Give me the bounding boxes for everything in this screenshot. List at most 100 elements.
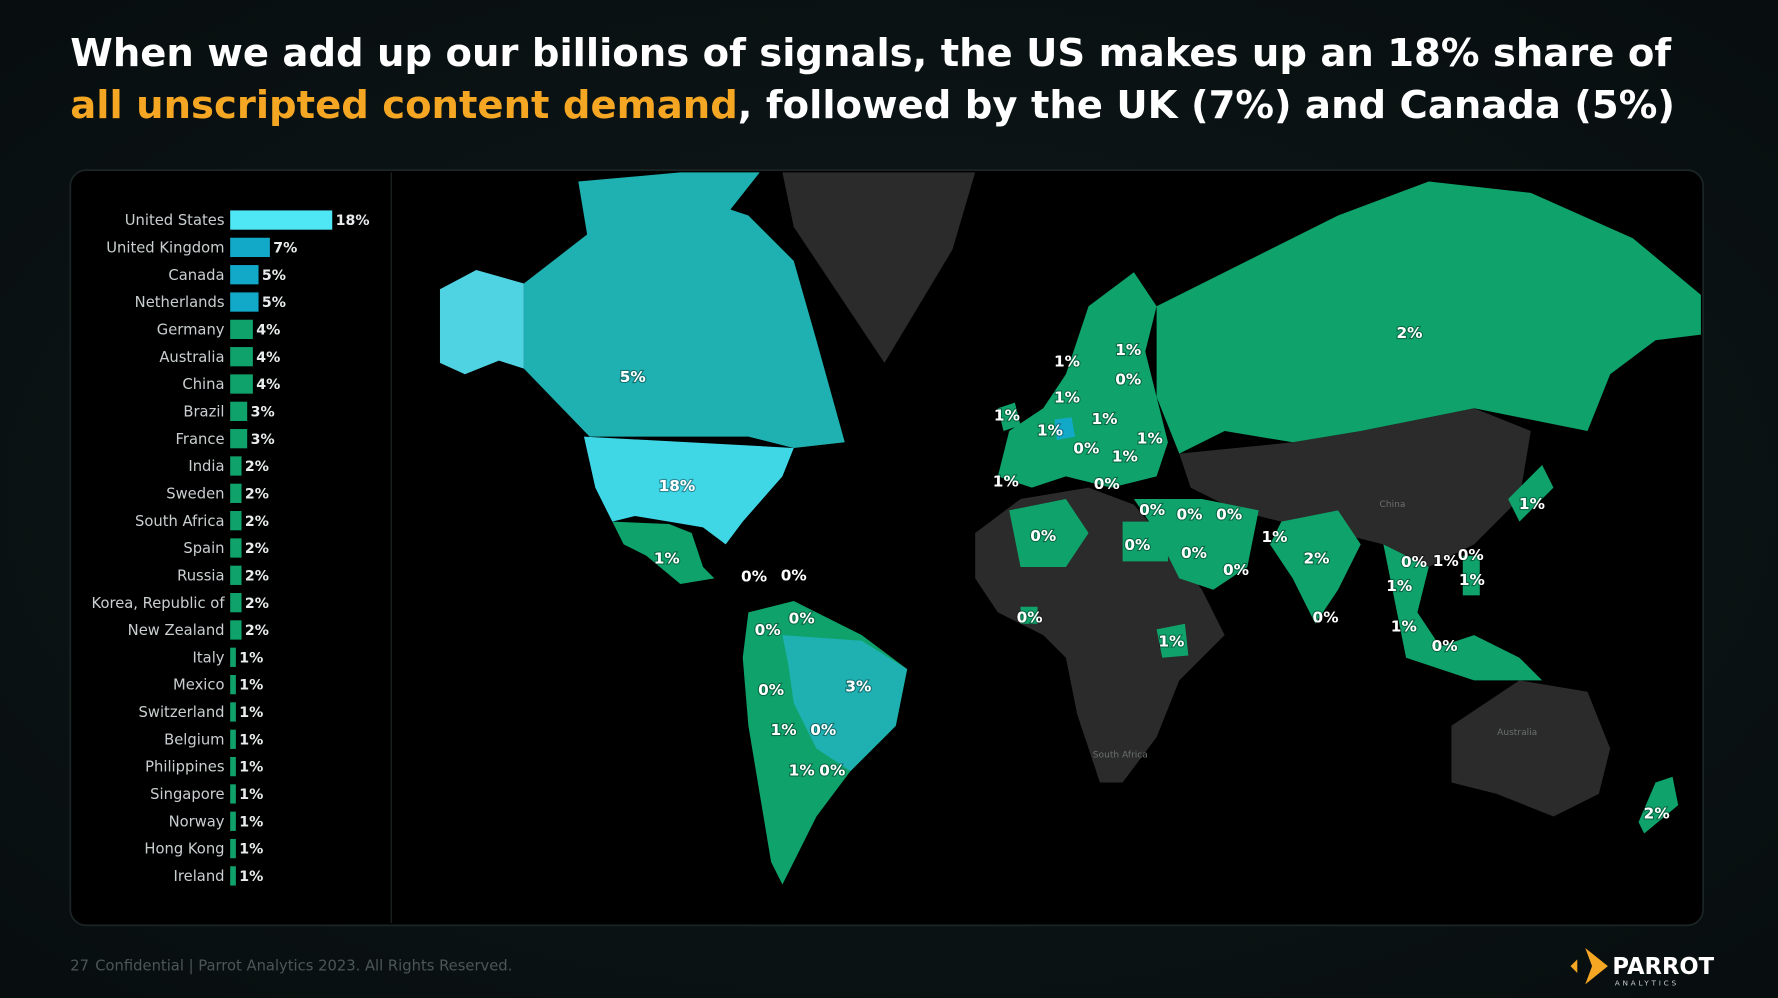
middle-east xyxy=(1133,499,1259,590)
map-label: 5% xyxy=(620,368,646,386)
map-label: 1% xyxy=(1037,421,1063,439)
map-label: 1% xyxy=(789,762,815,780)
map-label: 2% xyxy=(1644,805,1670,823)
map-label: 3% xyxy=(845,678,871,696)
map-label: 1% xyxy=(993,472,1019,490)
bar xyxy=(230,237,270,258)
map-label: 0% xyxy=(758,681,784,699)
map-label: 1% xyxy=(1386,577,1412,595)
bar xyxy=(230,483,242,503)
value-label: 2% xyxy=(245,486,269,502)
map-label: 1% xyxy=(1519,495,1545,513)
value-label: 2% xyxy=(245,541,269,557)
bar xyxy=(230,265,259,285)
value-label: 7% xyxy=(273,241,297,257)
bar xyxy=(230,729,236,749)
nigeria xyxy=(1020,606,1038,624)
bar xyxy=(230,347,253,367)
bar xyxy=(230,674,236,695)
map-label: 1% xyxy=(1054,389,1080,407)
map-label: 1% xyxy=(1115,341,1141,359)
bar xyxy=(230,565,242,585)
europe xyxy=(997,272,1168,488)
category-label: Korea, Republic of xyxy=(92,595,226,612)
logo-name: PARROT xyxy=(1612,954,1714,980)
map-label: 1% xyxy=(994,407,1020,425)
category-label: Philippines xyxy=(145,759,224,776)
category-label: United States xyxy=(125,212,225,229)
value-label: 4% xyxy=(256,322,280,338)
map-label: 1% xyxy=(1112,448,1138,466)
place-name: South Africa xyxy=(1093,751,1148,761)
value-label: 1% xyxy=(239,787,263,803)
southeast-asia xyxy=(1383,544,1543,681)
category-label: Singapore xyxy=(150,786,224,803)
value-label: 2% xyxy=(245,596,269,612)
kenya xyxy=(1156,623,1189,658)
logo-mark xyxy=(1585,948,1608,985)
category-label: Mexico xyxy=(173,677,224,694)
map-label: 1% xyxy=(654,550,680,568)
bar xyxy=(230,756,236,777)
greenland xyxy=(782,172,976,363)
map-label: 0% xyxy=(1030,527,1056,545)
value-label: 1% xyxy=(239,705,263,721)
map-label: 0% xyxy=(1139,501,1165,519)
value-label: 1% xyxy=(239,678,263,694)
value-label: 18% xyxy=(336,213,370,229)
bar xyxy=(230,647,236,667)
map-label: 1% xyxy=(1137,429,1163,447)
map-label: 0% xyxy=(1458,546,1484,564)
philippines xyxy=(1462,555,1480,596)
map-label: 2% xyxy=(1396,324,1422,342)
logo-tagline: ANALYTICS xyxy=(1615,978,1679,987)
map-label: 1% xyxy=(1459,571,1485,589)
bar xyxy=(230,456,242,476)
map-label: 0% xyxy=(789,610,815,628)
united-kingdom xyxy=(997,402,1021,431)
category-label: India xyxy=(188,458,224,475)
bar xyxy=(230,702,236,722)
map-label: 0% xyxy=(819,762,845,780)
bar xyxy=(230,811,236,831)
place-name: China xyxy=(1380,500,1406,510)
map-label: 18% xyxy=(659,477,696,495)
map-label: 0% xyxy=(1313,609,1339,627)
category-label: Australia xyxy=(159,349,224,366)
netherlands xyxy=(1054,417,1075,441)
map-label: 0% xyxy=(1401,553,1427,571)
map-label: 1% xyxy=(771,721,797,739)
bar xyxy=(230,319,253,340)
category-label: United Kingdom xyxy=(106,240,224,257)
value-label: 1% xyxy=(239,732,263,748)
australia xyxy=(1451,680,1611,817)
place-name: Australia xyxy=(1497,728,1537,738)
value-label: 5% xyxy=(262,268,286,284)
category-label: Russia xyxy=(177,567,224,584)
value-label: 4% xyxy=(256,377,280,393)
bar xyxy=(230,866,236,886)
category-label: Netherlands xyxy=(135,294,225,311)
value-label: 1% xyxy=(239,842,263,858)
united-states xyxy=(583,436,794,545)
map-label: 0% xyxy=(781,567,807,585)
value-label: 2% xyxy=(245,459,269,475)
value-label: 1% xyxy=(239,869,263,885)
world-map: 18%5%1%0% 0%0%0%0% 3%1% 0%1% 0%0%0%1%0% 0%0% 0… xyxy=(439,172,1701,885)
map-label: 2% xyxy=(1303,550,1329,568)
category-label: Belgium xyxy=(164,731,224,748)
category-label: Sweden xyxy=(166,485,224,502)
category-label: China xyxy=(182,376,224,393)
map-label: 0% xyxy=(741,568,767,586)
value-label: 2% xyxy=(245,623,269,639)
category-label: Spain xyxy=(183,540,224,557)
map-label: 0% xyxy=(1216,505,1242,523)
map-label: 1% xyxy=(1054,352,1080,370)
bar xyxy=(230,210,333,230)
category-label: Ireland xyxy=(174,868,225,885)
map-label: 0% xyxy=(1181,544,1207,562)
japan xyxy=(1508,464,1554,522)
bar xyxy=(230,401,248,421)
bar xyxy=(230,429,248,449)
